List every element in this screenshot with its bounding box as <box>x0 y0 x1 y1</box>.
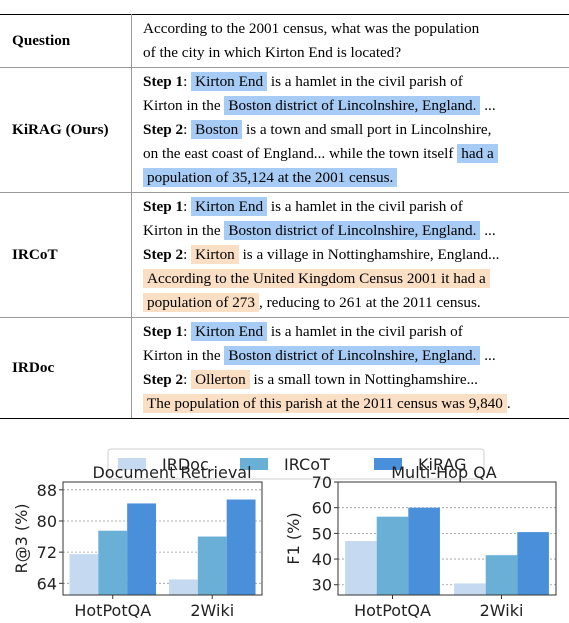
bar-irdoc-hotpotqa <box>69 554 99 595</box>
legend-swatch-irdoc <box>118 458 146 470</box>
x-tick-label: 2Wiki <box>480 601 524 620</box>
x-tick-label: HotPotQA <box>74 601 151 620</box>
y-tick-label: 80 <box>37 512 57 531</box>
legend-label-kirag: KiRAG <box>418 455 466 474</box>
step-text: is a hamlet in the civil parish of <box>270 323 463 340</box>
bar-kirag-hotpotqa <box>408 507 440 595</box>
step-text: ... <box>484 222 496 239</box>
y-tick-label: 30 <box>312 576 332 595</box>
step-label: Step 2 <box>143 121 184 138</box>
chart-legend: IRDoc IRCoT KiRAG <box>107 448 485 480</box>
step-label: Step 2 <box>143 246 184 263</box>
bar-ircot-2wiki <box>197 536 227 595</box>
legend-label-irdoc: IRDoc <box>162 455 209 474</box>
entity-highlight: Kirton End <box>191 197 268 216</box>
ircot-reasoning: Step 1: Kirton End is a hamlet in the ci… <box>131 192 569 318</box>
step-label: Step 1 <box>143 323 184 340</box>
question-line-1: According to the 2001 census, what was t… <box>143 20 480 37</box>
y-tick-label: 40 <box>312 550 332 569</box>
y-tick-label: 72 <box>37 543 57 562</box>
y-tick-label: 70 <box>312 473 332 492</box>
bar-kirag-2wiki <box>226 499 256 595</box>
question-row: Question According to the 2001 census, w… <box>0 14 569 68</box>
kirag-row: KiRAG (Ours) Step 1: Kirton End is a ham… <box>0 67 569 193</box>
y-axis-label: F1 (%) <box>284 512 303 564</box>
step-text: Kirton in the <box>143 347 221 364</box>
entity-highlight: Boston <box>191 120 243 139</box>
step-text: ... <box>484 97 496 114</box>
plot-frame <box>62 481 263 596</box>
bar-irdoc-hotpotqa <box>345 541 377 595</box>
kirag-reasoning: Step 1: Kirton End is a hamlet in the ci… <box>131 67 569 193</box>
ircot-label: IRCoT <box>0 192 132 318</box>
step-text: Kirton in the <box>143 97 221 114</box>
bar-ircot-2wiki <box>485 555 518 595</box>
step-text: , reducing to 261 at the 2011 census. <box>259 294 481 311</box>
irdoc-row: IRDoc Step 1: Kirton End is a hamlet in … <box>0 317 569 419</box>
x-tick-label: HotPotQA <box>354 601 431 620</box>
legend-swatch-kirag <box>374 458 402 470</box>
irdoc-label: IRDoc <box>0 317 132 419</box>
entity-highlight: Boston district of Lincolnshire, England… <box>224 221 481 240</box>
plot-frame <box>337 481 557 596</box>
entity-highlight: Boston district of Lincolnshire, England… <box>224 96 481 115</box>
legend-label-ircot: IRCoT <box>284 455 330 474</box>
answer-highlight: had a <box>457 144 498 163</box>
step-text: is a village in Nottinghamshire, England… <box>242 246 500 263</box>
question-label: Question <box>0 14 132 68</box>
wrong-answer-highlight: According to the United Kingdom Census 2… <box>143 269 490 288</box>
legend-swatch-ircot <box>240 458 268 470</box>
step-text: is a small town in Nottinghamshire... <box>253 371 478 388</box>
y-tick-label: 64 <box>37 574 57 593</box>
bar-irdoc-2wiki <box>454 583 486 595</box>
step-text: is a town and small port in Lincolnshire… <box>245 121 492 138</box>
bar-ircot-hotpotqa <box>98 530 128 595</box>
step-text: Kirton in the <box>143 222 221 239</box>
y-tick-label: 88 <box>37 481 57 500</box>
y-axis-label: R@3 (%) <box>12 503 31 573</box>
step-label: Step 1 <box>143 198 184 215</box>
y-tick-label: 60 <box>312 499 332 518</box>
question-text: According to the 2001 census, what was t… <box>131 14 569 68</box>
irdoc-reasoning: Step 1: Kirton End is a hamlet in the ci… <box>131 317 569 419</box>
step-label: Step 2 <box>143 371 184 388</box>
wrong-answer-highlight: population of 273 <box>143 293 259 312</box>
comparison-table: Question According to the 2001 census, w… <box>0 14 569 419</box>
bar-ircot-hotpotqa <box>376 516 409 595</box>
bar-kirag-2wiki <box>517 532 549 595</box>
multi-hop-qa-chart: Multi-Hop QA 30 40 50 60 70 F1 (%) HotPotQA 2Wik… <box>284 463 557 620</box>
document-retrieval-chart: Document Retrieval 64 72 80 88 R@3 (%) HotPotQ… <box>12 463 263 620</box>
question-line-2: of the city in which Kirton End is locat… <box>143 44 402 61</box>
chart-title: Document Retrieval <box>92 463 251 482</box>
answer-highlight: population of 35,124 at the 2001 census. <box>143 168 398 187</box>
wrong-answer-highlight: The population of this parish at the 201… <box>143 394 507 413</box>
bar-kirag-hotpotqa <box>127 503 157 595</box>
kirag-label: KiRAG (Ours) <box>0 67 132 193</box>
y-tick-label: 50 <box>312 524 332 543</box>
legend-frame <box>107 448 485 480</box>
step-text: ... <box>484 347 496 364</box>
step-text: is a hamlet in the civil parish of <box>270 198 463 215</box>
entity-highlight: Kirton End <box>191 72 268 91</box>
entity-highlight: Boston district of Lincolnshire, England… <box>224 346 481 365</box>
wrong-entity-highlight: Ollerton <box>191 370 250 389</box>
results-charts: IRDoc IRCoT KiRAG Document Retrieval 64 72 80… <box>12 448 557 620</box>
step-label: Step 1 <box>143 73 184 90</box>
step-text: . <box>506 395 511 412</box>
x-tick-label: 2Wiki <box>190 601 234 620</box>
entity-highlight: Kirton End <box>191 322 268 341</box>
step-text: on the east coast of England... while th… <box>143 145 454 162</box>
chart-title: Multi-Hop QA <box>391 463 497 482</box>
bar-irdoc-2wiki <box>168 579 198 595</box>
ircot-row: IRCoT Step 1: Kirton End is a hamlet in … <box>0 192 569 318</box>
wrong-entity-highlight: Kirton <box>191 245 239 264</box>
step-text: is a hamlet in the civil parish of <box>270 73 463 90</box>
